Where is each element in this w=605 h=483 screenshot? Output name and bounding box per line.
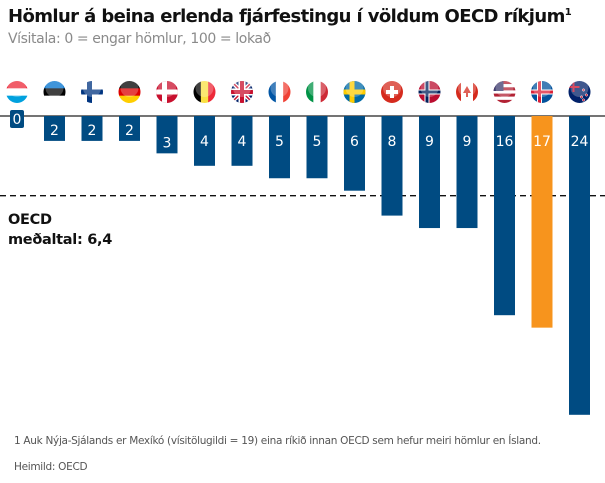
- flag-lu-icon: [6, 81, 28, 103]
- data-label: 24: [571, 134, 589, 150]
- data-label: 4: [238, 134, 247, 150]
- flag-se-icon: [343, 81, 366, 103]
- flag-nz-icon: [568, 81, 591, 103]
- data-label: 8: [388, 134, 397, 150]
- data-label: 5: [275, 134, 284, 150]
- flag-de-icon: [118, 81, 141, 103]
- data-label: 9: [463, 134, 472, 150]
- flag-be-icon: [193, 81, 216, 103]
- bar: [306, 116, 328, 179]
- bar: [194, 116, 215, 166]
- data-label: 3: [163, 135, 172, 151]
- bar: [269, 116, 290, 179]
- bar: [381, 116, 403, 216]
- flag-it-icon: [306, 81, 328, 103]
- flag-fr-icon: [268, 81, 291, 103]
- flag-gb-icon: [231, 81, 253, 103]
- flag-is-icon: [531, 81, 553, 103]
- flag-no-icon: [418, 81, 441, 103]
- data-label: 9: [425, 134, 434, 150]
- bar: [81, 116, 103, 141]
- bar: [494, 116, 515, 316]
- bar: [419, 116, 440, 229]
- flag-us-icon: [493, 81, 516, 103]
- data-label: 6: [350, 134, 359, 150]
- bar: [344, 116, 365, 191]
- bar: [531, 116, 553, 328]
- bar: [569, 116, 590, 415]
- bar-zero-marker: [10, 110, 24, 128]
- bar: [456, 116, 478, 229]
- bar: [156, 116, 178, 154]
- source: Heimild: OECD: [14, 461, 88, 473]
- chart-subtitle: Vísitala: 0 = engar hömlur, 100 = lokað: [8, 31, 271, 47]
- flag-ca-icon: [456, 81, 478, 103]
- data-label: 0: [13, 112, 22, 128]
- flag-dk-icon: [156, 81, 178, 103]
- data-label: 5: [313, 134, 322, 150]
- bar: [119, 116, 140, 141]
- data-label: 2: [125, 123, 134, 139]
- bar: [231, 116, 253, 166]
- data-label: 2: [88, 123, 97, 139]
- flag-ch-icon: [381, 81, 403, 103]
- data-label: 17: [533, 134, 551, 150]
- chart-title: Hömlur á beina erlenda fjárfestingu í vö…: [8, 6, 572, 27]
- data-label: 16: [496, 134, 514, 150]
- flag-fi-icon: [81, 81, 103, 103]
- oecd-average-label: OECD meðaltal: 6,4: [8, 212, 112, 248]
- flag-ee-icon: [43, 81, 66, 103]
- data-label: 4: [200, 134, 209, 150]
- bar: [44, 116, 65, 141]
- data-label: 2: [50, 123, 59, 139]
- footnote: 1 Auk Nýja-Sjálands er Mexíkó (vísitölug…: [14, 435, 541, 447]
